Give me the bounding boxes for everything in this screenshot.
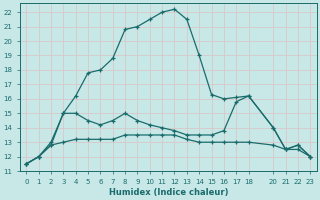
X-axis label: Humidex (Indice chaleur): Humidex (Indice chaleur) — [108, 188, 228, 197]
